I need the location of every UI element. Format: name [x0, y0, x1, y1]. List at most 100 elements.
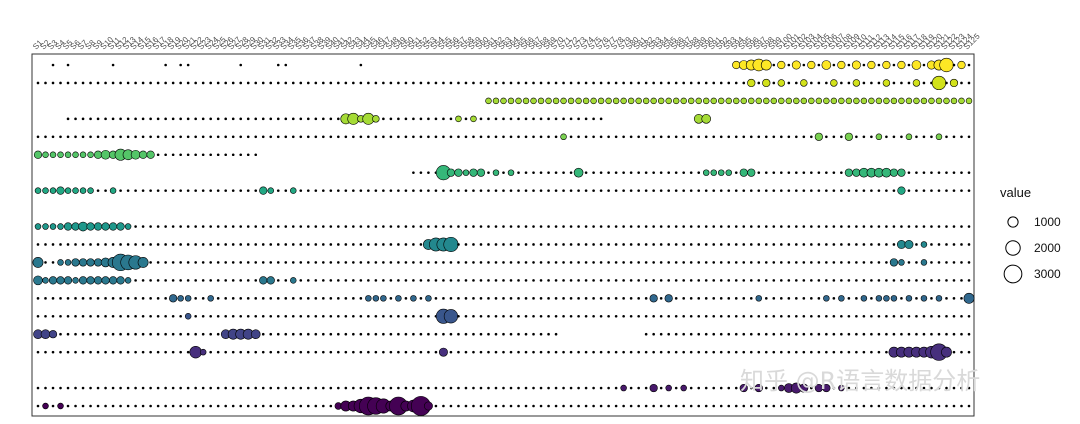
data-point: [607, 261, 610, 264]
data-point: [682, 261, 685, 264]
data-point: [89, 297, 92, 300]
data-point: [562, 297, 565, 300]
data-point: [66, 332, 70, 336]
data-point: [637, 314, 640, 318]
data-point: [885, 189, 888, 192]
data-point: [337, 261, 340, 264]
data-point: [644, 171, 648, 174]
data-point: [905, 295, 913, 302]
data-point: [659, 314, 663, 318]
data-point: [930, 404, 933, 408]
data-point: [156, 153, 160, 157]
data-point: [554, 117, 558, 121]
data-point: [337, 314, 340, 318]
data-point: [434, 135, 438, 139]
data-point: [937, 189, 941, 192]
data-point: [284, 386, 288, 390]
data-point: [704, 297, 708, 300]
data-point: [359, 261, 363, 264]
data-point: [832, 297, 836, 300]
data-point: [397, 189, 400, 192]
data-point: [455, 115, 462, 123]
data-point: [584, 261, 588, 264]
data-point: [524, 314, 528, 318]
data-point: [637, 171, 640, 174]
data-point: [224, 297, 227, 300]
data-point: [607, 225, 610, 228]
data-point: [674, 332, 678, 336]
data-point: [832, 350, 836, 354]
data-point: [209, 350, 212, 354]
data-point: [689, 135, 693, 139]
data-point: [367, 332, 370, 336]
data-point: [562, 81, 565, 85]
data-point: [395, 295, 402, 302]
data-point: [532, 261, 535, 264]
data-point: [306, 117, 310, 121]
data-point: [502, 135, 505, 139]
data-point: [802, 314, 806, 318]
data-point: [810, 297, 813, 300]
data-point: [464, 279, 468, 282]
data-point: [637, 81, 640, 85]
data-point: [509, 404, 513, 408]
data-point: [599, 225, 603, 228]
data-point: [254, 314, 258, 318]
data-point: [216, 386, 220, 390]
data-point: [795, 189, 798, 192]
data-point: [547, 171, 550, 174]
data-point: [712, 404, 716, 408]
data-point: [179, 261, 182, 264]
data-point: [449, 386, 453, 390]
data-point: [231, 350, 235, 354]
data-point: [449, 404, 453, 408]
data-point: [397, 225, 400, 228]
data-point: [389, 225, 393, 228]
data-point: [457, 404, 460, 408]
data-point: [524, 297, 528, 300]
data-point: [780, 332, 783, 336]
data-point: [216, 350, 220, 354]
data-point: [254, 225, 258, 228]
data-point: [734, 386, 738, 390]
data-point: [194, 153, 197, 157]
data-point: [740, 97, 748, 105]
data-point: [314, 404, 318, 408]
data-point: [883, 295, 890, 302]
data-point: [246, 350, 250, 354]
data-point: [674, 314, 678, 318]
data-point: [629, 297, 633, 300]
data-point: [659, 225, 663, 228]
data-point: [749, 135, 753, 139]
data-point: [945, 261, 948, 264]
data-point: [517, 243, 520, 246]
data-point: [562, 261, 565, 264]
data-point: [967, 189, 971, 192]
data-point: [832, 386, 836, 390]
data-point: [787, 171, 791, 174]
data-point: [960, 261, 963, 264]
data-point: [419, 225, 423, 228]
data-point: [449, 225, 453, 228]
data-point: [892, 279, 896, 282]
data-point: [141, 225, 145, 228]
data-point: [665, 384, 672, 392]
data-point: [689, 332, 693, 336]
data-point: [652, 171, 655, 174]
data-point: [755, 295, 763, 302]
watermark-text: 知乎 @R语言数据分析: [740, 367, 980, 395]
data-point: [502, 350, 505, 354]
data-point: [179, 63, 182, 67]
data-point: [960, 171, 963, 174]
data-point: [246, 261, 250, 264]
data-point: [922, 63, 926, 67]
data-point: [702, 97, 710, 105]
data-point: [780, 350, 783, 354]
data-point: [239, 261, 243, 264]
data-point: [524, 189, 528, 192]
data-point: [554, 189, 558, 192]
data-point: [464, 81, 468, 85]
data-point: [404, 135, 408, 139]
data-point: [945, 243, 948, 246]
data-point: [216, 243, 220, 246]
